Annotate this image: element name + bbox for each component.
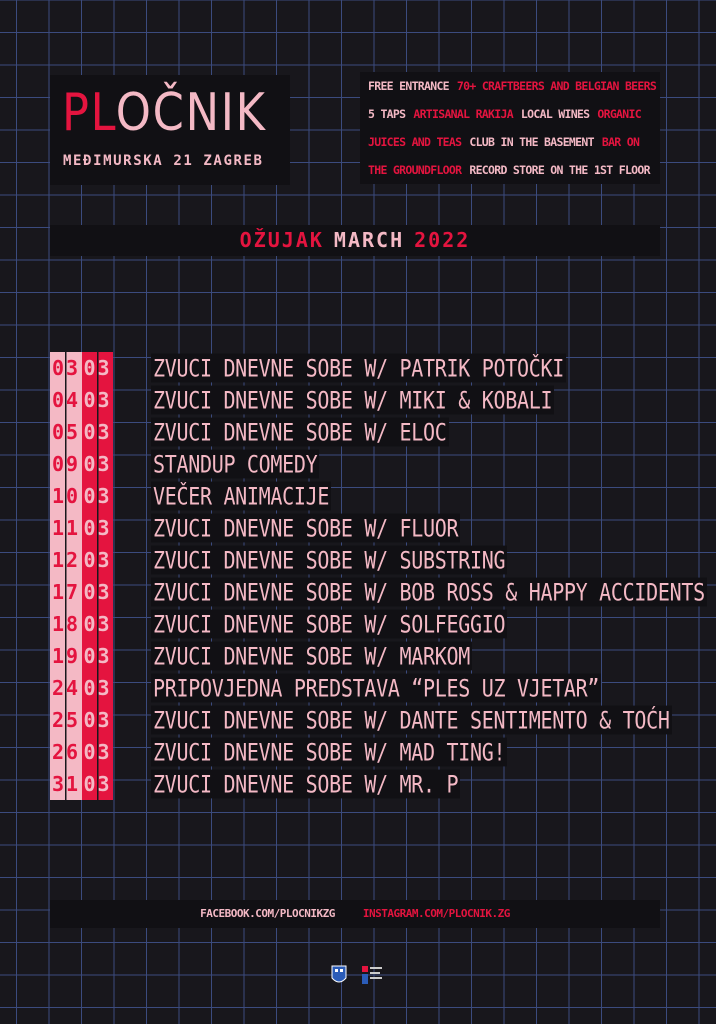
event-title: ZVUCI DNEVNE SOBE W/ SOLFEGGIO: [151, 609, 508, 639]
logo-accent: PL: [62, 83, 116, 143]
sponsor-mark: [362, 966, 368, 972]
year: 2022: [414, 228, 471, 252]
event-row: 09 03 STANDUP COMEDY: [50, 448, 320, 480]
event-day: 26: [50, 736, 82, 768]
event-month: 03: [82, 512, 113, 544]
event-month: 03: [82, 672, 113, 704]
event-day: 04: [50, 384, 82, 416]
event-title: ZVUCI DNEVNE SOBE W/ MR. P: [151, 769, 461, 799]
event-row: 26 03 ZVUCI DNEVNE SOBE W/ MAD TING!: [50, 736, 508, 768]
event-row: 05 03 ZVUCI DNEVNE SOBE W/ ELOC: [50, 416, 449, 448]
event-day: 05: [50, 416, 82, 448]
event-title: ZVUCI DNEVNE SOBE W/ MARKOM: [151, 641, 473, 671]
event-day: 03: [50, 352, 82, 384]
feature: JUICES AND TEAS: [368, 135, 462, 149]
event-day: 24: [50, 672, 82, 704]
month-english: MARCH: [333, 228, 405, 252]
city-crest: [331, 965, 347, 983]
feature: LOCAL WINES: [520, 107, 590, 121]
event-month: 03: [82, 768, 113, 800]
event-title: ZVUCI DNEVNE SOBE W/ FLUOR: [151, 513, 461, 543]
event-title: STANDUP COMEDY: [151, 449, 320, 479]
feature-line: THE GROUNDFLOOR RECORD STORE ON THE 1ST F…: [368, 156, 652, 184]
event-day: 31: [50, 768, 82, 800]
crest-detail: [340, 969, 343, 972]
event-month: 03: [82, 480, 113, 512]
event-title: VEČER ANIMACIJE: [151, 481, 332, 511]
logo-box: PLOČNIK MEĐIMURSKA 21 ZAGREB: [50, 75, 290, 185]
sponsor-text: [370, 977, 382, 979]
sponsor-text: [370, 972, 380, 974]
event-month: 03: [82, 448, 113, 480]
crest-detail: [335, 969, 338, 972]
event-day: 25: [50, 704, 82, 736]
feature: CLUB IN THE BASEMENT: [469, 135, 594, 149]
logo-rest: OČNIK: [115, 83, 267, 143]
feature: 70+ CRAFTBEERS AND BELGIAN BEERS: [456, 79, 657, 93]
event-day: 11: [50, 512, 82, 544]
event-row: 18 03 ZVUCI DNEVNE SOBE W/ SOLFEGGIO: [50, 608, 508, 640]
feature: ORGANIC: [597, 107, 641, 121]
feature-line: 5 TAPS ARTISANAL RAKIJA LOCAL WINES ORGANIC: [368, 100, 652, 128]
event-row: 12 03 ZVUCI DNEVNE SOBE W/ SUBSTRING: [50, 544, 508, 576]
event-row: 04 03 ZVUCI DNEVNE SOBE W/ MIKI & KOBALI: [50, 384, 555, 416]
feature: THE GROUNDFLOOR: [368, 163, 462, 177]
feature: ARTISANAL RAKIJA: [413, 107, 513, 121]
event-title: ZVUCI DNEVNE SOBE W/ SUBSTRING: [151, 545, 508, 575]
event-day: 19: [50, 640, 82, 672]
event-day: 10: [50, 480, 82, 512]
event-title: ZVUCI DNEVNE SOBE W/ PATRIK POTOČKI: [151, 353, 566, 383]
event-month: 03: [82, 608, 113, 640]
event-month: 03: [82, 640, 113, 672]
address: MEĐIMURSKA 21 ZAGREB: [63, 153, 264, 169]
event-row: 19 03 ZVUCI DNEVNE SOBE W/ MARKOM: [50, 640, 473, 672]
feature: 5 TAPS: [368, 107, 406, 121]
event-month: 03: [82, 736, 113, 768]
event-row: 31 03 ZVUCI DNEVNE SOBE W/ MR. P: [50, 768, 461, 800]
event-month: 03: [82, 384, 113, 416]
event-month: 03: [82, 704, 113, 736]
event-row: 10 03 VEČER ANIMACIJE: [50, 480, 332, 512]
event-title: ZVUCI DNEVNE SOBE W/ BOB ROSS & HAPPY AC…: [151, 577, 707, 607]
event-title: ZVUCI DNEVNE SOBE W/ MAD TING!: [151, 737, 508, 767]
event-day: 17: [50, 576, 82, 608]
event-row: 17 03 ZVUCI DNEVNE SOBE W/ BOB ROSS & HAPP…: [50, 576, 707, 608]
sponsor-mark: [362, 974, 368, 984]
facebook-link[interactable]: FACEBOOK.COM/PLOCNIKZG: [200, 907, 335, 920]
sponsor-logos: [331, 965, 382, 984]
feature-line: FREE ENTRANCE 70+ CRAFTBEERS AND BELGIAN …: [368, 72, 657, 100]
feature: FREE ENTRANCE: [368, 79, 450, 93]
event-title: PRIPOVJEDNA PREDSTAVA “PLES UZ VJETAR”: [151, 673, 602, 703]
event-row: 03 03 ZVUCI DNEVNE SOBE W/ PATRIK POTOČKI: [50, 352, 566, 384]
event-month: 03: [82, 544, 113, 576]
event-list: 03 03 ZVUCI DNEVNE SOBE W/ PATRIK POTOČKI 0…: [50, 352, 707, 800]
event-day: 18: [50, 608, 82, 640]
month-bar: OŽUJAK MARCH 2022: [50, 225, 660, 256]
event-title: ZVUCI DNEVNE SOBE W/ ELOC: [151, 417, 449, 447]
event-title: ZVUCI DNEVNE SOBE W/ DANTE SENTIMENTO & …: [151, 705, 672, 735]
feature-line: JUICES AND TEAS CLUB IN THE BASEMENT BAR O…: [368, 128, 652, 156]
event-row: 25 03 ZVUCI DNEVNE SOBE W/ DANTE SENTIMENT…: [50, 704, 672, 736]
feature: RECORD STORE ON THE 1ST FLOOR: [469, 163, 650, 177]
features-box: FREE ENTRANCE 70+ CRAFTBEERS AND BELGIAN …: [360, 72, 660, 184]
event-day: 09: [50, 448, 82, 480]
event-row: 24 03 PRIPOVJEDNA PREDSTAVA “PLES UZ VJETA…: [50, 672, 602, 704]
feature: BAR ON: [601, 135, 640, 149]
logo: PLOČNIK: [62, 83, 267, 143]
footer-bar: FACEBOOK.COM/PLOCNIKZG INSTAGRAM.COM/PLOC…: [50, 900, 660, 928]
event-month: 03: [82, 352, 113, 384]
sponsor-text: [370, 967, 382, 969]
event-title: ZVUCI DNEVNE SOBE W/ MIKI & KOBALI: [151, 385, 555, 415]
event-row: 11 03 ZVUCI DNEVNE SOBE W/ FLUOR: [50, 512, 461, 544]
event-month: 03: [82, 416, 113, 448]
event-day: 12: [50, 544, 82, 576]
instagram-link[interactable]: INSTAGRAM.COM/PLOCNIK.ZG: [362, 907, 510, 920]
event-month: 03: [82, 576, 113, 608]
month-local: OŽUJAK: [239, 228, 324, 252]
